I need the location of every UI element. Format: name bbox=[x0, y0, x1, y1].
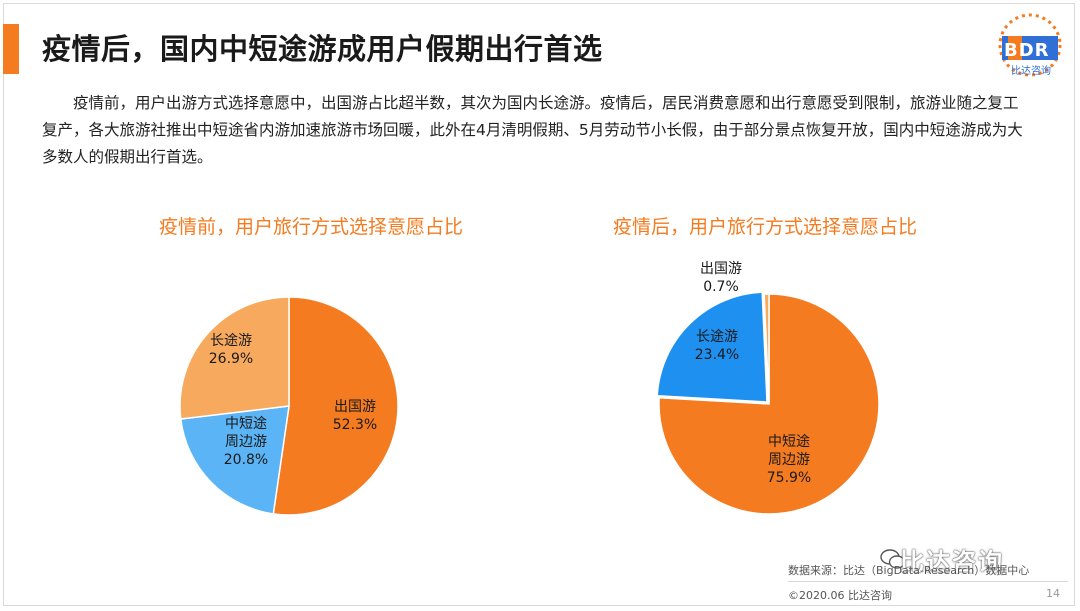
pie-1-slice-2 bbox=[763, 293, 770, 405]
slide-frame bbox=[3, 3, 1075, 606]
chart-title-before: 疫情前，用户旅行方式选择意愿占比 bbox=[158, 216, 463, 238]
logo-text: BDR bbox=[1004, 40, 1050, 61]
page-number: 14 bbox=[1046, 587, 1060, 600]
watermark: 比达咨询 bbox=[900, 548, 1004, 576]
bdr-logo-icon bbox=[998, 13, 1062, 77]
pie-1-label-0: 中短途周边游 75.9% bbox=[767, 433, 811, 486]
pie-1-label-2: 出国游 0.7% bbox=[700, 261, 742, 295]
footer-copyright: ©2020.06 比达咨询 bbox=[788, 589, 892, 602]
chart-title-after: 疫情后，用户旅行方式选择意愿占比 bbox=[612, 216, 917, 238]
intro-paragraph: 疫情前，用户出游方式选择意愿中，出国游占比超半数，其次为国内长途游。疫情后，居民… bbox=[42, 94, 1023, 166]
wechat-icon bbox=[880, 549, 906, 569]
pie-0-slice-0 bbox=[272, 296, 399, 516]
pie-1-label-1: 长途游 23.4% bbox=[695, 328, 739, 363]
pie-0-label-2: 长途游 26.9% bbox=[209, 332, 253, 367]
title-accent-bar bbox=[3, 24, 19, 74]
pie-0-slice-1 bbox=[179, 405, 290, 515]
logo-subtitle: 比达咨询 bbox=[1011, 66, 1051, 77]
data-source: 数据来源：比达（BigData-Research）数据中心 bbox=[788, 564, 1030, 577]
footer-divider bbox=[788, 581, 1068, 582]
pie-0-label-1: 中短途周边游 20.8% bbox=[224, 415, 268, 468]
pie-1-slice-1 bbox=[656, 291, 768, 403]
pie-0-label-0: 出国游 52.3% bbox=[333, 399, 377, 433]
page-title: 疫情后，国内中短途游成用户假期出行首选 bbox=[42, 32, 603, 66]
pie-0-slice-2 bbox=[179, 296, 290, 420]
